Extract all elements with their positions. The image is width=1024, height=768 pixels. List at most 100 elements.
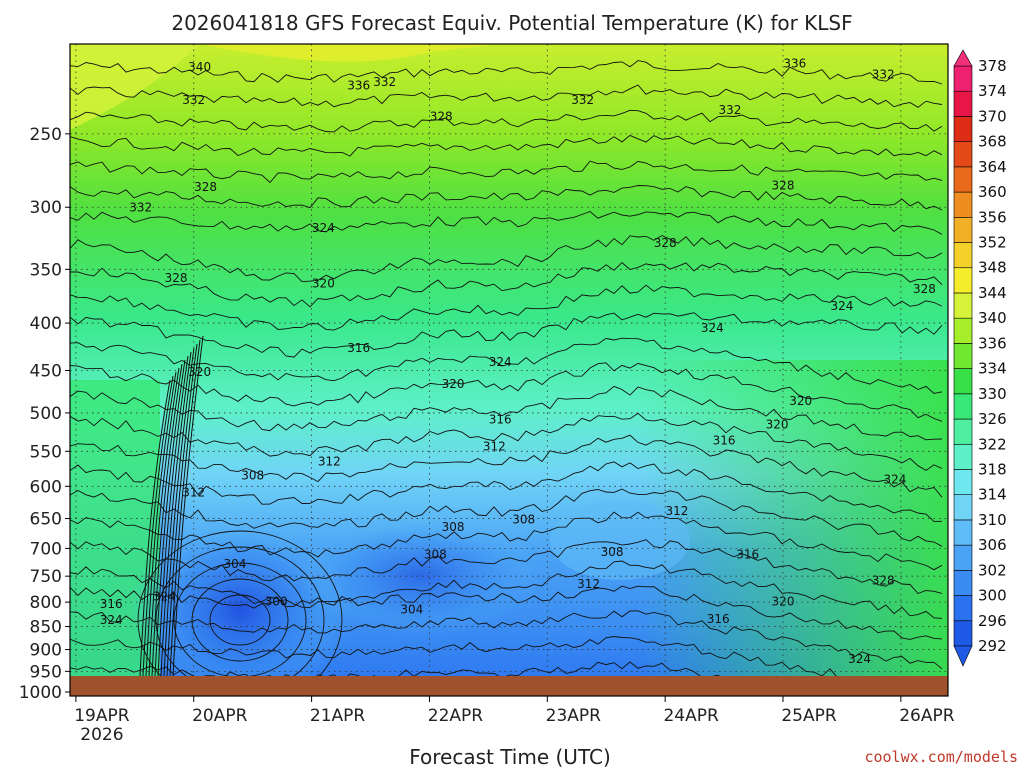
contour-line — [70, 60, 943, 85]
contour-label: 320 — [188, 365, 211, 379]
y-tick-label: 1000 — [19, 683, 62, 703]
y-tick-label: 900 — [30, 641, 62, 661]
contour-label-group: 312 — [665, 504, 688, 518]
contour-line — [70, 636, 937, 696]
colorbar-label: 348 — [978, 259, 1007, 277]
contour-label-group: 324 — [100, 613, 123, 627]
contour-label-group: 320 — [188, 365, 211, 379]
colorbar-swatch — [953, 595, 973, 622]
colorbar-label: 330 — [978, 385, 1007, 403]
contour-label-group: 316 — [100, 597, 123, 611]
colorbar-swatch — [953, 217, 973, 243]
contour-label: 312 — [483, 440, 506, 454]
contour-line-steep — [163, 347, 195, 677]
contour-label: 304 — [400, 603, 423, 617]
contour-line — [70, 488, 943, 547]
contour-label: 304 — [224, 557, 247, 571]
contour-label-group: 316 — [489, 412, 512, 426]
contour-label: 324 — [884, 473, 907, 487]
contour-label: 328 — [165, 271, 188, 285]
colorbar-swatch — [953, 494, 973, 521]
contour-line — [70, 160, 943, 184]
contour-label-group: 332 — [872, 68, 895, 82]
colorbar-swatch — [953, 116, 973, 142]
colorbar-swatch — [953, 166, 973, 193]
contour-line-steep — [160, 351, 192, 677]
contour-label: 320 — [442, 377, 465, 391]
colorbar-label: 360 — [978, 183, 1007, 201]
x-axis-label: Forecast Time (UTC) — [409, 745, 611, 768]
contour-line — [70, 185, 943, 211]
contour-label: 328 — [430, 110, 453, 124]
colorbar-label: 314 — [978, 486, 1007, 504]
colorbar-swatch — [953, 65, 973, 92]
contour-line — [70, 134, 943, 157]
contour-label: 316 — [100, 597, 123, 611]
contour-label-group: 312 — [318, 455, 341, 469]
colorbar-label: 370 — [978, 107, 1007, 125]
contour-label: 308 — [601, 545, 624, 559]
contour-line — [70, 385, 943, 441]
y-tick-label: 800 — [30, 593, 62, 613]
contour-label-group: 340 — [188, 60, 211, 74]
contour-line-steep — [148, 367, 180, 677]
contour-label-group: 304 — [400, 603, 423, 617]
x-tick-label: 20APR — [192, 706, 248, 726]
colorbar-label: 356 — [978, 208, 1007, 226]
contour-label: 328 — [872, 574, 895, 588]
x-tick-label: 22APR — [428, 706, 484, 726]
colorbar-label: 340 — [978, 309, 1007, 327]
contour-label: 332 — [719, 103, 742, 117]
colorbar-label: 302 — [978, 561, 1007, 579]
contour-line — [70, 312, 943, 358]
colorbar-swatch — [953, 418, 973, 445]
contour-line — [70, 412, 943, 471]
contour-label: 312 — [577, 577, 600, 591]
contour-label-group: 316 — [707, 612, 730, 626]
contour-label-group: 320 — [789, 394, 812, 408]
colorbar-swatch — [953, 292, 973, 319]
contour-label-group: 320 — [442, 377, 465, 391]
contour-label-group: 332 — [571, 93, 594, 107]
contour-line — [70, 261, 943, 308]
contour-label: 312 — [665, 504, 688, 518]
colorbar-label: 318 — [978, 460, 1007, 478]
colorbar-swatch — [953, 191, 973, 218]
contour-label-group: 328 — [654, 236, 677, 250]
contour-label-group: 316 — [713, 434, 736, 448]
colorbar-swatch — [953, 90, 973, 117]
contour-label: 328 — [194, 180, 217, 194]
contour-label: 308 — [512, 512, 535, 526]
colorbar: 292 296 300 302 306 310 314 318 322 326 330 334 336 3… — [953, 49, 1007, 667]
contour-label: 332 — [129, 200, 152, 214]
contour-line — [70, 109, 943, 133]
y-tick-label: 350 — [30, 260, 62, 280]
colorbar-swatch — [953, 620, 973, 647]
contour-label: 324 — [312, 221, 335, 235]
colorbar-swatch — [953, 443, 973, 470]
colorbar-swatch — [953, 343, 973, 369]
contour-ring — [137, 530, 343, 696]
contour-line — [70, 235, 943, 283]
contour-label: 316 — [713, 434, 736, 448]
contour-label-group: 332 — [182, 93, 205, 107]
contour-label-group: 332 — [373, 75, 396, 89]
colorbar-label: 326 — [978, 410, 1007, 428]
contour-label-group: 316 — [347, 341, 370, 355]
contour-label-group: 312 — [182, 485, 205, 499]
contour-label-group: 324 — [153, 590, 176, 604]
colorbar-label: 378 — [978, 57, 1007, 75]
contour-label-group: 328 — [913, 282, 936, 296]
colorbar-label: 374 — [978, 82, 1007, 100]
contour-label: 332 — [182, 93, 205, 107]
contour-line-steep — [157, 355, 189, 677]
colorbar-swatch — [953, 393, 973, 420]
contour-label-group: 324 — [489, 355, 512, 369]
colorbar-label: 306 — [978, 536, 1007, 554]
contour-label-group: 320 — [772, 595, 795, 609]
x-tick-label: 25APR — [781, 706, 837, 726]
y-tick-label: 250 — [30, 125, 62, 145]
contour-label-group: 324 — [848, 652, 871, 666]
